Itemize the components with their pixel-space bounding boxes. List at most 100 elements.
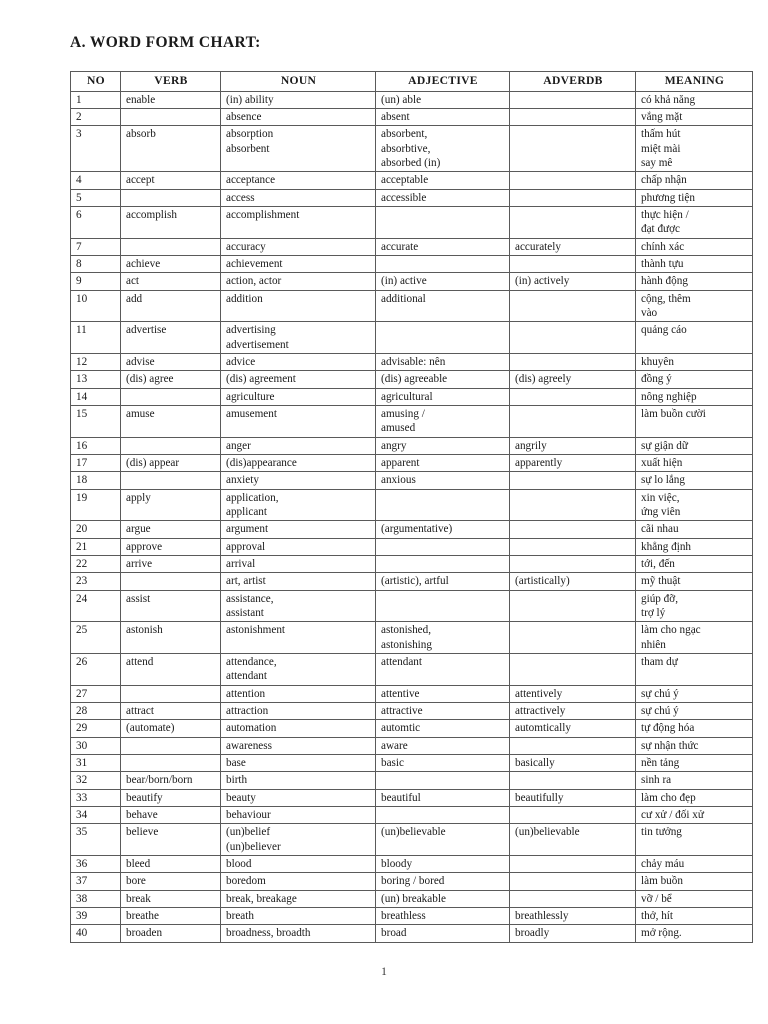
cell-line: 35 — [76, 826, 88, 839]
cell-adverb — [509, 805, 636, 825]
table-row: 27 attention attentive attentively sự chú ý — [70, 684, 753, 703]
cell-line: angry — [381, 439, 407, 452]
cell-meaning: mở rộng. — [635, 924, 753, 943]
cell-adjective — [375, 206, 510, 239]
cell-adjective: aware — [375, 736, 510, 755]
cell-line: birth — [226, 774, 248, 787]
page-title: A. WORD FORM CHART: — [70, 34, 261, 51]
cell-line: cư xử / đối xử — [641, 808, 704, 821]
cell-no: 20 — [70, 520, 121, 539]
cell-adverb: broadly — [509, 924, 636, 943]
cell-line: advertise — [126, 324, 167, 337]
cell-no: 24 — [70, 589, 121, 623]
cell-line: nông nghiệp — [641, 390, 697, 403]
cell-adjective: breathless — [375, 906, 510, 926]
cell-line: approval — [226, 540, 266, 553]
cell-noun: advice — [220, 353, 376, 372]
cell-no: 5 — [70, 188, 121, 208]
cell-line: anxious — [381, 474, 416, 487]
cell-line: 25 — [76, 624, 88, 637]
table-row: 37 bore boredom boring / bored làm buồn — [70, 872, 753, 891]
cell-line: 30 — [76, 739, 88, 752]
cell-adverb — [509, 736, 636, 755]
cell-meaning: làm buồn — [635, 872, 753, 891]
table-row: 36 bleed blood bloody chảy máu — [70, 854, 753, 874]
cell-line: hành động — [641, 275, 688, 288]
cell-adverb — [509, 255, 636, 274]
cell-line: absorbent — [226, 142, 270, 155]
cell-noun: break, breakage — [220, 889, 376, 908]
cell-line: 22 — [76, 558, 88, 571]
cell-line: behave — [126, 808, 158, 821]
cell-no: 22 — [70, 555, 121, 574]
cell-line: accomplish — [126, 209, 177, 222]
cell-no: 11 — [70, 321, 121, 355]
cell-noun: action, actor — [220, 272, 376, 291]
cell-verb: add — [120, 289, 221, 323]
cell-verb: accomplish — [120, 206, 221, 239]
cell-line: attraction — [226, 704, 269, 717]
cell-noun: achievement — [220, 255, 376, 274]
cell-verb — [120, 753, 221, 773]
cell-noun: acceptance — [220, 171, 376, 190]
column-header-adverb: ADVERDB — [509, 71, 636, 92]
cell-adjective: attentive — [375, 684, 510, 703]
cell-verb: accept — [120, 171, 221, 190]
cell-verb: amuse — [120, 405, 221, 438]
cell-line: bore — [126, 875, 146, 888]
cell-line: absence — [226, 111, 262, 124]
cell-adjective: boring / bored — [375, 872, 510, 891]
cell-meaning: cộng, thêm vào — [635, 289, 753, 323]
cell-line: accurate — [381, 240, 419, 253]
cell-verb: apply — [120, 488, 221, 522]
cell-line: (dis) appear — [126, 457, 180, 470]
cell-line: astonishing — [381, 638, 432, 651]
cell-line: action, actor — [226, 275, 282, 288]
cell-noun: (dis)appearance — [220, 454, 376, 473]
cell-verb — [120, 108, 221, 127]
cell-adjective: (dis) agreeable — [375, 370, 510, 389]
cell-adverb — [509, 108, 636, 127]
cell-meaning: tới, đến — [635, 555, 753, 574]
cell-verb: beautify — [120, 788, 221, 807]
cell-line: basic — [381, 756, 404, 769]
cell-line: attentive — [381, 687, 420, 700]
cell-line: 15 — [76, 408, 88, 421]
cell-verb — [120, 572, 221, 591]
table-body: 1 enable (in) ability (un) able có khả năng… — [70, 90, 753, 943]
cell-line: tới, đến — [641, 558, 675, 571]
cell-meaning: thực hiện / đạt được — [635, 206, 753, 239]
cell-meaning: hành động — [635, 272, 753, 291]
table-row: 14 agriculture agricultural nông nghiệp — [70, 387, 753, 407]
cell-adjective — [375, 321, 510, 355]
cell-line: 10 — [76, 292, 88, 305]
cell-noun: breath — [220, 906, 376, 926]
cell-adjective: advisable: nên — [375, 353, 510, 372]
cell-line: astonish — [126, 624, 163, 637]
cell-line: (artistic), artful — [381, 575, 449, 588]
cell-verb: advertise — [120, 321, 221, 355]
cell-adverb — [509, 589, 636, 623]
cell-line: attentively — [515, 687, 563, 700]
cell-line: nhiên — [641, 638, 666, 651]
cell-verb: enable — [120, 90, 221, 110]
cell-line: 6 — [76, 209, 82, 222]
cell-line: (un)believable — [381, 826, 446, 839]
cell-no: 29 — [70, 719, 121, 738]
cell-line: (dis) agreely — [515, 373, 572, 386]
cell-line: attractively — [515, 704, 566, 717]
cell-line: advice — [226, 356, 256, 369]
cell-line: 11 — [76, 324, 87, 337]
cell-adjective: (in) active — [375, 272, 510, 291]
table-row: 38 break break, breakage (un) breakable vỡ … — [70, 889, 753, 908]
cell-line: attractive — [381, 704, 423, 717]
table-row: 19 apply application, applicant xin việc, ứn… — [70, 488, 753, 522]
cell-verb: attract — [120, 701, 221, 721]
table-row: 33 beautify beauty beautiful beautifully làm … — [70, 788, 753, 807]
table-row: 15 amuse amusement amusing / amused làm buồn… — [70, 405, 753, 438]
cell-line: automation — [226, 722, 277, 735]
cell-adjective — [375, 771, 510, 790]
cell-line: agriculture — [226, 390, 275, 403]
cell-adverb — [509, 854, 636, 874]
